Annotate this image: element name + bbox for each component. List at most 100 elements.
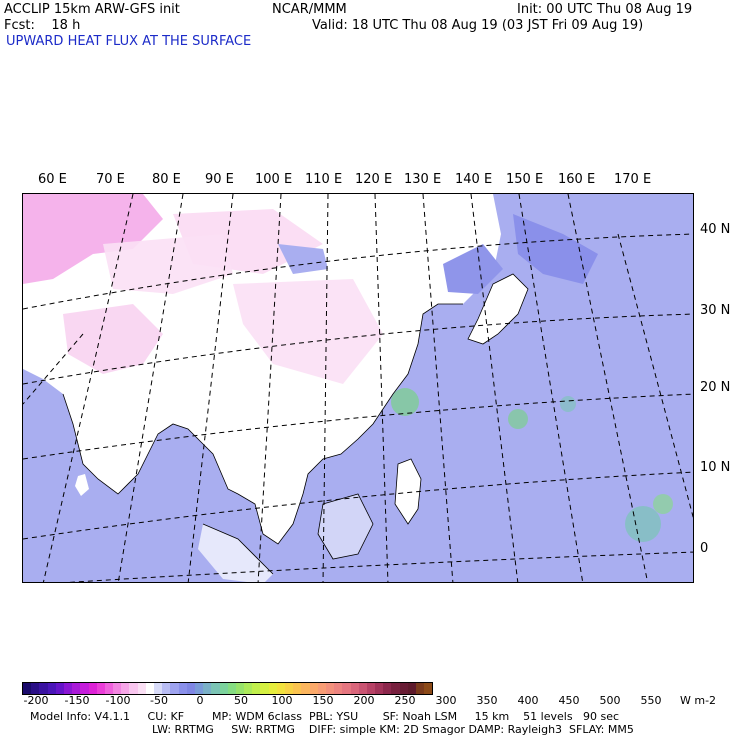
colorbar-swatch (113, 683, 122, 694)
colorbar-swatch (31, 683, 40, 694)
land-srilanka (75, 474, 89, 496)
colorbar-swatch (268, 683, 277, 694)
lon-label: 140 E (455, 172, 493, 187)
lat-label: 40 N (700, 222, 731, 237)
lon-label: 110 E (305, 172, 343, 187)
lon-label: 60 E (38, 172, 67, 187)
colorbar-swatch (194, 683, 204, 694)
lon-label: 160 E (558, 172, 596, 187)
colorbar-swatch (391, 683, 400, 694)
colorbar-swatch (55, 683, 64, 694)
colorbar-tick-label: 150 (312, 694, 334, 707)
map-canvas (23, 194, 693, 582)
colorbar-tick-label: 500 (599, 694, 621, 707)
lat-label: 0 (700, 541, 709, 556)
flux-patch-pacific-north (513, 214, 598, 284)
colorbar-swatch (186, 683, 195, 694)
heat-flux-map (22, 193, 694, 583)
colorbar-tick-label: 250 (394, 694, 416, 707)
center-label: NCAR/MMM (272, 2, 347, 17)
negative-flux-himalaya (23, 194, 163, 284)
cyclone-west-pacific (508, 409, 528, 429)
colorbar-swatch (317, 683, 326, 694)
colorbar-swatch (63, 683, 73, 694)
colorbar-swatch (203, 683, 212, 694)
colorbar-swatch (424, 683, 433, 694)
graticule (23, 194, 693, 582)
colorbar-swatch (129, 683, 138, 694)
colorbar-tick-label: -200 (23, 694, 49, 707)
colorbar-swatch (23, 683, 32, 694)
colorbar-swatch (211, 683, 220, 694)
land-philippines (395, 459, 421, 524)
colorbar-swatch (325, 683, 335, 694)
negative-flux-china (233, 279, 383, 384)
colorbar-swatch (145, 683, 154, 694)
colorbar-swatch (276, 683, 285, 694)
field-title: UPWARD HEAT FLUX AT THE SURFACE (6, 34, 252, 49)
colorbar-swatch (285, 683, 294, 694)
valid-time: Valid: 18 UTC Thu 08 Aug 19 (03 JST Fri … (312, 18, 644, 33)
land-japan (468, 274, 528, 344)
colorbar-tick-label: 200 (353, 694, 375, 707)
colorbar-swatch (154, 683, 163, 694)
colorbar-swatch (88, 683, 97, 694)
colorbar-swatch (416, 683, 425, 694)
land-sumatra (198, 524, 273, 582)
colorbar-tick-label: 300 (435, 694, 457, 707)
colorbar-swatch (252, 683, 261, 694)
colorbar-swatch (334, 683, 343, 694)
colorbar-swatch (72, 683, 81, 694)
colorbar-swatch (121, 683, 130, 694)
colorbar-swatch (342, 683, 351, 694)
colorbar-swatch (137, 683, 146, 694)
colorbar-swatch (407, 683, 416, 694)
colorbar-swatch (47, 683, 56, 694)
lon-label: 120 E (355, 172, 393, 187)
lon-label: 80 E (152, 172, 181, 187)
colorbar-swatch (178, 683, 187, 694)
lon-label: 100 E (255, 172, 293, 187)
lat-label: 30 N (700, 303, 731, 318)
flux-patch-siberia (278, 244, 328, 274)
colorbar-tick-label: 350 (476, 694, 498, 707)
colorbar-swatch (399, 683, 408, 694)
colorbar-swatch (301, 683, 310, 694)
colorbar-swatch (219, 683, 228, 694)
lat-label: 20 N (700, 380, 731, 395)
colorbar-tick-label: 100 (271, 694, 293, 707)
colorbar-tick-label: 400 (517, 694, 539, 707)
colorbar-swatch (227, 683, 236, 694)
colorbar-units: W m-2 (680, 694, 717, 707)
lon-label: 130 E (404, 172, 442, 187)
lon-label: 170 E (614, 172, 652, 187)
colorbar-swatch (309, 683, 318, 694)
colorbar-tick-label: 550 (640, 694, 662, 707)
colorbar-swatch (366, 683, 376, 694)
colorbar-swatch (260, 683, 269, 694)
colorbar-tick-label: -50 (150, 694, 168, 707)
colorbar-swatch (358, 683, 367, 694)
colorbar-tick-label: 0 (196, 694, 204, 707)
colorbar-swatch (80, 683, 89, 694)
colorbar-swatch (170, 683, 179, 694)
colorbar-swatch (350, 683, 359, 694)
flux-patch-equatorial-1 (625, 506, 661, 542)
lon-label: 70 E (96, 172, 125, 187)
colorbar-swatch (162, 683, 171, 694)
coastlines (62, 273, 529, 575)
colorbar-swatch (96, 683, 105, 694)
lon-label: 90 E (205, 172, 234, 187)
colorbar-swatch (104, 683, 114, 694)
flux-patch-mariana (560, 396, 576, 412)
lat-label: 10 N (700, 460, 731, 475)
colorbar-swatch (235, 683, 245, 694)
land-borneo (318, 494, 373, 559)
forecast-hour: Fcst: 18 h (4, 18, 81, 33)
flux-patch-okhotsk (443, 244, 503, 294)
colorbar-swatch (375, 683, 384, 694)
colorbar-swatch (244, 683, 253, 694)
negative-flux-india (63, 304, 163, 374)
colorbar (22, 682, 434, 695)
colorbar-tick-label: 450 (558, 694, 580, 707)
